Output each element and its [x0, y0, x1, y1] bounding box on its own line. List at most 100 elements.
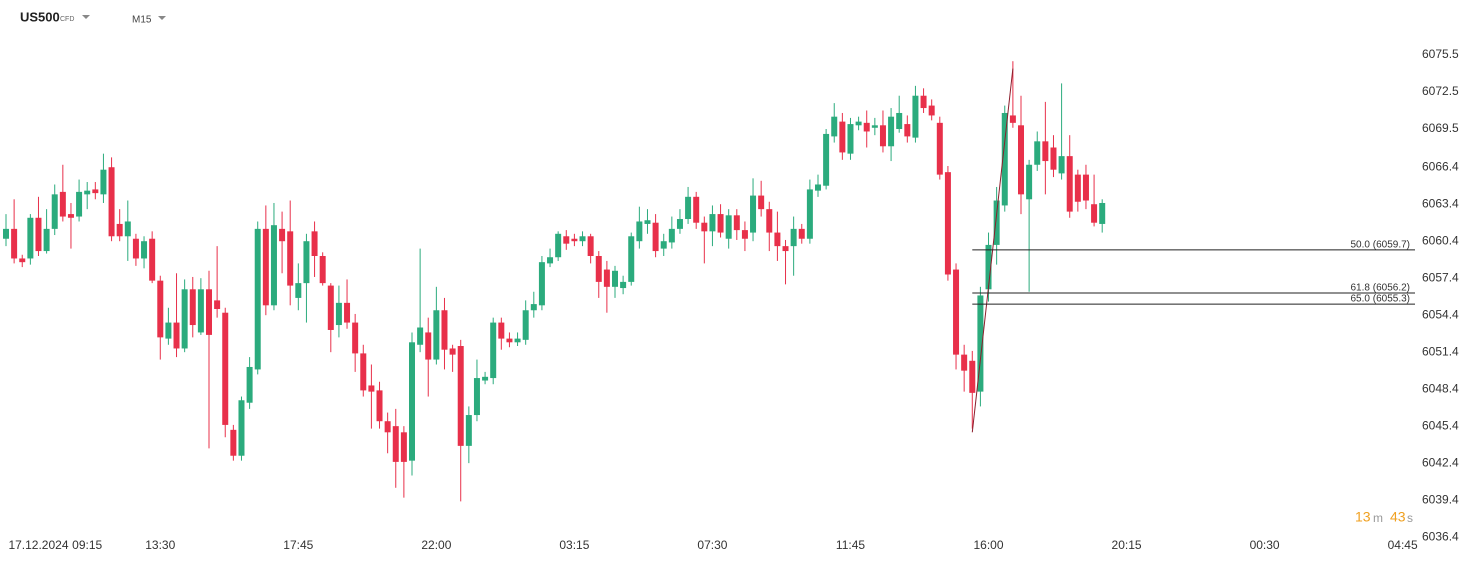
y-tick-label: 6048.4: [1422, 381, 1459, 395]
candle-body: [741, 230, 748, 239]
candle-body: [953, 269, 960, 355]
candle-body: [417, 327, 424, 345]
candle-body: [758, 195, 765, 210]
candle-body: [863, 122, 870, 132]
candle-body: [1001, 112, 1008, 206]
candle-body: [498, 322, 505, 339]
candle-body: [149, 238, 156, 281]
candle-body: [76, 191, 83, 217]
candle-body: [238, 400, 245, 456]
fib-anchor-line: [971, 68, 1014, 433]
candle-body: [35, 217, 42, 252]
candle-body: [547, 257, 554, 264]
candle-body: [766, 209, 773, 233]
candle-body: [490, 322, 497, 379]
candle-body: [92, 189, 99, 194]
plot-area: 6075.5 6072.5 6069.5 6066.4 6063.4 6060.4 6057…: [3, 47, 1459, 552]
candle-body: [636, 221, 643, 242]
candle-body: [750, 195, 757, 233]
candle-body: [425, 332, 432, 360]
candle-body: [961, 354, 968, 371]
candle-body: [571, 238, 578, 242]
symbol[interactable]: US500: [20, 9, 60, 24]
candle-body: [522, 310, 529, 340]
y-tick-label: 6036.4: [1422, 529, 1459, 543]
candle-body: [19, 258, 26, 263]
countdown: 13 m 43 s: [1355, 509, 1413, 525]
candle-body: [1042, 141, 1049, 162]
fib-level-label: 61.8 (6056.2): [1351, 283, 1411, 294]
candle-body: [977, 295, 984, 392]
symbol-type: CFD: [60, 16, 74, 23]
candle-body: [660, 241, 667, 249]
candle-body: [1058, 156, 1065, 174]
x-tick-label: 07:30: [697, 538, 727, 552]
candle-body: [157, 280, 164, 338]
fib-level-label: 65.0 (6055.3): [1351, 294, 1411, 305]
candle-body: [798, 228, 805, 239]
candle-body: [563, 236, 570, 244]
x-tick-label: 17.12.2024: [8, 538, 68, 552]
timeframe-dropdown-caret[interactable]: [158, 16, 166, 20]
candle-body: [847, 124, 854, 154]
candle-body: [514, 338, 521, 343]
candle-body: [181, 289, 188, 349]
candle-body: [595, 255, 602, 282]
y-tick-label: 6051.4: [1422, 344, 1459, 358]
candle-body: [400, 432, 407, 462]
candle-body: [11, 228, 18, 259]
candle-body: [319, 255, 326, 284]
candle-body: [116, 223, 123, 237]
x-tick-label: 22:00: [421, 538, 451, 552]
candle-body: [262, 228, 269, 306]
candle-body: [944, 172, 951, 275]
candle-body: [969, 360, 976, 393]
candle-body: [709, 214, 716, 232]
y-tick-label: 6069.5: [1422, 121, 1459, 135]
candle-body: [449, 348, 456, 355]
candle-body: [985, 244, 992, 290]
x-tick-label: 11:45: [836, 538, 865, 552]
candle-body: [782, 246, 789, 252]
candle-body: [806, 189, 813, 239]
candle-body: [733, 215, 740, 231]
candle-body: [1018, 125, 1024, 195]
candle-body: [270, 225, 277, 306]
y-tick-label: 6057.4: [1422, 270, 1459, 284]
candle-body: [587, 236, 594, 256]
y-tick-label: 6072.5: [1422, 84, 1459, 98]
y-tick-label: 6066.4: [1422, 159, 1459, 173]
candle-body: [668, 228, 675, 243]
candle-body: [279, 228, 286, 242]
candle-body: [1066, 156, 1073, 212]
countdown-seconds-unit: s: [1407, 511, 1413, 525]
candle-body: [197, 289, 204, 333]
candle-body: [457, 346, 464, 446]
candle-body: [725, 215, 732, 239]
y-tick-label: 6063.4: [1422, 196, 1459, 210]
candle-body: [839, 121, 846, 153]
candle-body: [993, 200, 1000, 245]
candle-body: [335, 302, 342, 326]
candle-body: [506, 338, 513, 343]
candle-body: [1009, 115, 1016, 123]
symbol-dropdown-caret[interactable]: [82, 15, 90, 19]
candle-body: [603, 269, 610, 287]
candle-body: [173, 322, 180, 349]
fib-level-label: 50.0 (6059.7): [1351, 239, 1411, 250]
candle-body: [1034, 141, 1041, 165]
candle-body: [376, 390, 383, 422]
candle-body: [620, 281, 627, 289]
candle-body: [612, 270, 618, 287]
candle-body: [254, 228, 261, 370]
timeframe[interactable]: M15: [132, 15, 152, 26]
candle-body: [84, 190, 91, 195]
x-tick-label: 09:15: [72, 538, 102, 552]
candle-body: [352, 322, 359, 354]
candle-body: [189, 289, 196, 326]
candle-body: [928, 105, 935, 116]
candle-body: [206, 289, 212, 335]
candle-body: [888, 116, 895, 147]
candle-body: [230, 429, 237, 456]
